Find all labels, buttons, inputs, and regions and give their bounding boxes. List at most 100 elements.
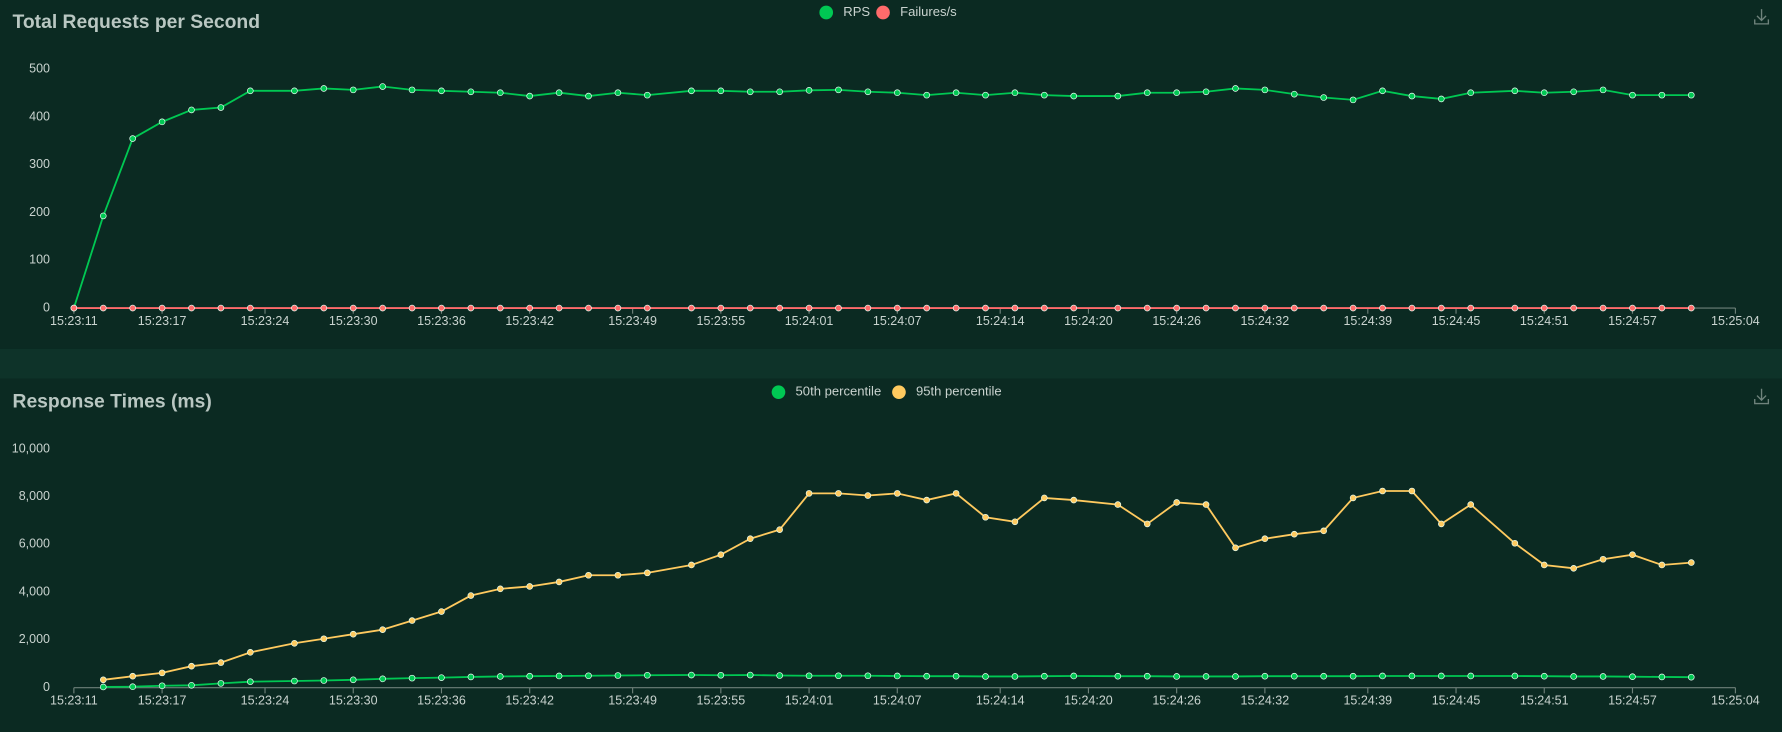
x-tick-label: 15:24:26: [1152, 314, 1201, 328]
data-point: [1570, 565, 1577, 572]
y-tick-label: 6,000: [19, 537, 50, 551]
data-point: [1070, 92, 1078, 100]
x-tick-label: 15:24:26: [1152, 694, 1201, 708]
data-point: [1232, 304, 1239, 312]
x-tick-label: 15:23:42: [505, 314, 554, 328]
data-point: [320, 677, 328, 684]
data-point: [835, 490, 842, 497]
data-point: [496, 304, 504, 312]
data-point: [1011, 518, 1019, 526]
data-point: [952, 89, 960, 97]
data-point: [291, 639, 298, 647]
data-point: [158, 669, 166, 677]
data-point: [776, 672, 783, 679]
x-tick-label: 15:24:07: [873, 694, 922, 708]
x-tick-label: 15:23:55: [697, 314, 746, 328]
data-point: [1349, 494, 1357, 502]
data-point: [379, 626, 386, 633]
legend-label: 50th percentile: [796, 384, 882, 399]
data-point: [467, 592, 475, 599]
y-tick-label: 400: [29, 109, 50, 123]
data-point: [1011, 304, 1019, 312]
data-point: [1599, 673, 1607, 680]
x-tick-label: 15:24:51: [1520, 694, 1569, 708]
data-point: [99, 683, 107, 691]
data-point: [1379, 87, 1386, 95]
download-icon[interactable]: [1754, 9, 1770, 25]
data-point: [408, 674, 416, 682]
data-point: [923, 672, 930, 680]
data-point: [1629, 551, 1636, 559]
x-tick-label: 15:23:55: [697, 694, 746, 708]
data-point: [247, 87, 254, 95]
data-point: [1041, 91, 1048, 99]
data-point: [1687, 91, 1695, 99]
data-point: [1629, 304, 1636, 312]
data-point: [746, 535, 754, 543]
data-point: [717, 87, 725, 95]
data-point: [526, 92, 533, 100]
data-point: [99, 676, 107, 684]
data-point: [1114, 304, 1122, 312]
data-point: [217, 304, 225, 312]
data-point: [1114, 92, 1122, 100]
data-point: [1438, 520, 1445, 528]
data-point: [688, 304, 695, 312]
data-point: [1540, 672, 1548, 680]
data-point: [555, 89, 563, 97]
data-point: [717, 304, 725, 312]
data-point: [952, 304, 960, 312]
data-point: [1114, 501, 1122, 508]
data-point: [467, 304, 475, 312]
data-point: [1570, 304, 1577, 312]
data-point: [1511, 672, 1519, 680]
legend-marker: [892, 385, 906, 399]
data-point: [1011, 89, 1019, 97]
data-point: [585, 304, 592, 312]
x-tick-label: 15:23:30: [329, 694, 378, 708]
data-point: [1349, 304, 1357, 312]
x-tick-label: 15:23:30: [329, 314, 378, 328]
legend-label: Failures/s: [900, 4, 957, 19]
data-point: [776, 88, 783, 96]
data-point: [247, 678, 254, 685]
data-point: [1349, 96, 1357, 104]
data-point: [1599, 86, 1607, 94]
data-point: [864, 88, 872, 96]
data-point: [805, 672, 813, 680]
y-tick-label: 0: [43, 680, 50, 694]
y-tick-label: 2,000: [19, 632, 50, 646]
data-point: [1408, 92, 1416, 100]
data-point: [1290, 90, 1298, 98]
data-point: [1173, 304, 1180, 312]
data-point: [158, 118, 166, 126]
legend-label: RPS: [843, 4, 870, 19]
data-point: [923, 304, 930, 312]
data-point: [70, 304, 78, 312]
x-tick-label: 15:24:01: [785, 314, 834, 328]
data-point: [688, 561, 695, 569]
data-point: [688, 671, 695, 679]
data-point: [379, 304, 386, 312]
data-point: [1320, 527, 1327, 535]
data-point: [614, 304, 622, 312]
data-point: [805, 490, 813, 497]
data-point: [923, 496, 930, 504]
series-line: [73, 85, 1692, 309]
data-point: [982, 91, 989, 99]
data-point: [247, 304, 254, 312]
data-point: [1290, 304, 1298, 312]
data-point: [835, 304, 842, 312]
data-point: [1143, 520, 1151, 528]
x-tick-label: 15:24:14: [976, 314, 1025, 328]
x-tick-label: 15:24:32: [1241, 314, 1290, 328]
x-tick-label: 15:25:04: [1711, 314, 1760, 328]
panel: [0, 378, 1782, 732]
y-tick-label: 100: [29, 253, 50, 267]
data-point: [923, 91, 930, 99]
download-icon[interactable]: [1754, 388, 1770, 405]
data-point: [1408, 304, 1416, 312]
data-point: [688, 87, 695, 95]
x-tick-label: 15:24:07: [873, 314, 922, 328]
data-point: [129, 135, 136, 142]
